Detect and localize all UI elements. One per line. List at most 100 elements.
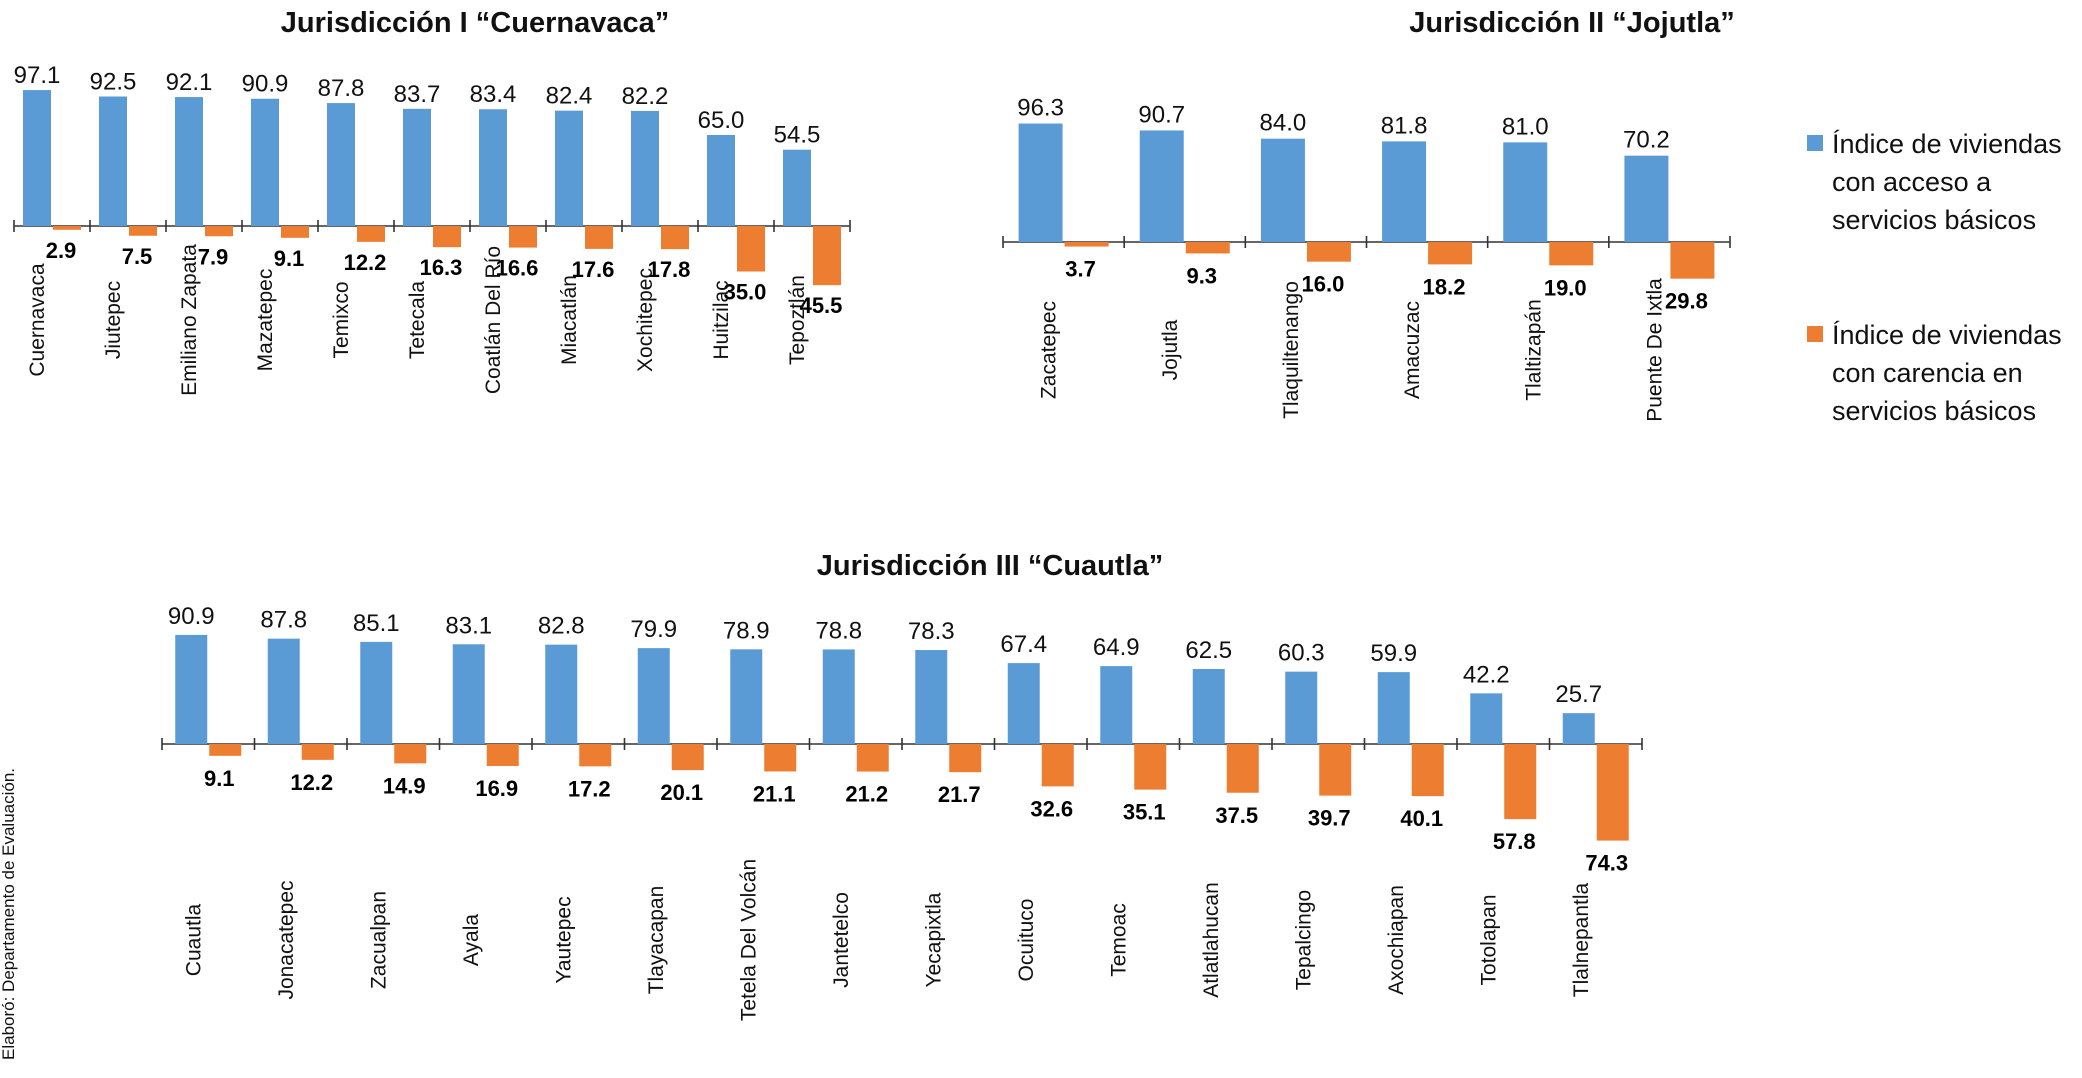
category-label: Amacuzac [1401,301,1424,399]
bar-lack [209,744,242,756]
category-label: Jonacatepec [275,880,298,999]
category-label: Jiutepec [102,281,125,359]
bar-access [1470,693,1503,744]
data-label-lack: 9.1 [204,766,235,791]
data-label-lack: 16.0 [1302,272,1345,297]
data-label-access: 90.7 [1138,101,1185,128]
data-label-access: 81.0 [1502,113,1549,140]
chart-2-plot: 96.33.7Zacatepec90.79.3Jojutla84.016.0Tl… [1002,95,1731,422]
bar-access [637,648,670,744]
data-label-access: 79.9 [630,616,677,643]
data-label-lack: 21.1 [753,781,796,806]
category-label: Totolapan [1477,894,1500,985]
data-label-access: 90.9 [168,603,215,630]
data-label-lack: 12.2 [344,250,387,275]
category-label: Temixco [330,281,353,358]
chart-title-jurisdiccion-3: Jurisdicción III “Cuautla” [817,550,1163,582]
bar-lack [579,744,612,767]
bar-lack [1226,744,1259,793]
data-label-access: 67.4 [1000,631,1047,658]
data-label-access: 92.1 [166,69,213,96]
data-label-lack: 32.6 [1030,796,1073,821]
bar-access [251,98,279,226]
bar-lack [856,744,889,772]
data-label-access: 85.1 [353,610,400,637]
bar-access [783,149,811,226]
data-label-lack: 19.0 [1544,275,1587,300]
bar-lack [433,226,461,248]
bar-lack [1411,744,1444,797]
data-label-access: 54.5 [774,122,821,149]
bar-lack [1134,744,1167,790]
chart-3-plot: 90.9 9.1 Cuautla 87.8 12.2 Jonacatepec 85.1 14.… [161,603,1643,1021]
legend-swatch-access [1807,135,1823,151]
data-label-lack: 16.3 [420,255,463,280]
data-label-lack: 35.0 [724,280,767,305]
legend-lack-line-2: con carencia en [1832,358,2023,388]
bar-access [1285,671,1318,744]
chart-title-jurisdiccion-1: Jurisdicción I “Cuernavaca” [281,7,669,39]
bar-access [479,109,507,226]
bar-lack [1670,242,1715,279]
category-label: Puente De Ixtla [1643,278,1666,422]
data-label-lack: 45.5 [800,293,843,318]
bar-access [730,649,763,744]
bar-access [555,110,583,226]
category-label: Emiliano Zapata [178,244,201,396]
data-label-lack: 18.2 [1423,274,1466,299]
bar-access [403,108,431,226]
bar-lack [1319,744,1352,796]
data-label-access: 83.4 [470,81,517,108]
category-label: Axochiapan [1385,885,1408,995]
bar-access [175,97,203,226]
data-label-lack: 21.2 [845,782,888,807]
bar-access [1624,155,1669,242]
category-label: Huitzilac [710,280,733,359]
data-label-lack: 20.1 [660,780,703,805]
bar-access [175,634,208,744]
category-label: Tetecala [406,281,429,360]
data-label-lack: 7.5 [122,244,153,269]
bar-access [1139,130,1184,242]
bar-access [452,644,485,744]
bar-lack [764,744,797,772]
chart-title-jurisdiccion-2: Jurisdicción II “Jojutla” [1409,7,1735,39]
data-label-lack: 12.2 [290,770,333,795]
data-label-lack: 9.3 [1186,263,1217,288]
bar-access [1192,669,1225,744]
data-label-access: 59.9 [1370,640,1417,667]
data-label-access: 62.5 [1185,637,1232,664]
bar-access [267,638,300,744]
legend-access-line-2: con acceso a [1832,167,1992,197]
category-label: Tlayacapan [645,886,668,995]
data-label-access: 97.1 [14,62,61,89]
category-label: Tepoztlán [786,275,809,365]
data-label-access: 82.4 [546,83,593,110]
data-label-access: 42.2 [1463,661,1510,688]
category-label: Tepalcingo [1292,890,1315,990]
data-label-access: 78.9 [723,617,770,644]
data-label-lack: 29.8 [1665,289,1708,314]
category-label: Xochitepec [634,268,657,372]
bar-lack [281,226,309,238]
category-label: Tlalnepantla [1570,882,1593,997]
bar-lack [1306,242,1351,262]
bar-lack [1041,744,1074,787]
bar-access [23,90,51,226]
bar-lack [1596,744,1629,841]
category-label: Jojutla [1159,319,1182,380]
legend-access-line-3: servicios básicos [1832,205,2036,235]
category-label: Miacatlán [558,275,581,365]
data-label-lack: 74.3 [1585,851,1628,876]
data-label-lack: 2.9 [46,238,77,263]
bar-lack [129,226,157,236]
bar-access [1018,123,1063,242]
bar-access [1100,666,1133,744]
data-label-access: 82.2 [622,83,669,110]
bar-access [1007,663,1040,744]
bar-access [915,650,948,744]
data-label-access: 70.2 [1623,127,1670,154]
data-label-lack: 21.7 [938,782,981,807]
data-label-lack: 17.6 [572,257,615,282]
